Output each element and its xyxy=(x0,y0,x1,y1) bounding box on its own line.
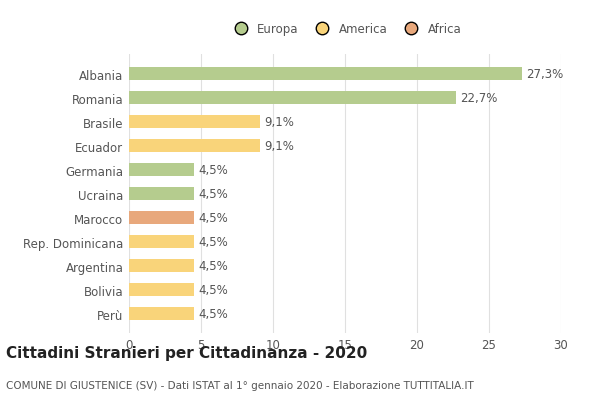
Text: 22,7%: 22,7% xyxy=(460,92,497,105)
Bar xyxy=(129,308,194,321)
Bar xyxy=(129,211,194,225)
Text: 9,1%: 9,1% xyxy=(265,140,294,153)
Bar xyxy=(129,68,522,81)
Text: 4,5%: 4,5% xyxy=(198,236,228,249)
Text: 4,5%: 4,5% xyxy=(198,188,228,201)
Legend: Europa, America, Africa: Europa, America, Africa xyxy=(224,18,466,40)
Text: 4,5%: 4,5% xyxy=(198,164,228,177)
Text: 9,1%: 9,1% xyxy=(265,116,294,129)
Bar xyxy=(129,236,194,249)
Text: 4,5%: 4,5% xyxy=(198,284,228,297)
Bar xyxy=(129,188,194,201)
Text: 27,3%: 27,3% xyxy=(526,68,563,81)
Text: 4,5%: 4,5% xyxy=(198,212,228,225)
Bar xyxy=(129,116,260,129)
Text: COMUNE DI GIUSTENICE (SV) - Dati ISTAT al 1° gennaio 2020 - Elaborazione TUTTITA: COMUNE DI GIUSTENICE (SV) - Dati ISTAT a… xyxy=(6,380,474,390)
Bar xyxy=(129,140,260,153)
Bar xyxy=(129,92,456,105)
Bar xyxy=(129,283,194,297)
Bar xyxy=(129,164,194,177)
Text: 4,5%: 4,5% xyxy=(198,260,228,273)
Text: Cittadini Stranieri per Cittadinanza - 2020: Cittadini Stranieri per Cittadinanza - 2… xyxy=(6,346,367,361)
Bar xyxy=(129,260,194,273)
Text: 4,5%: 4,5% xyxy=(198,308,228,321)
